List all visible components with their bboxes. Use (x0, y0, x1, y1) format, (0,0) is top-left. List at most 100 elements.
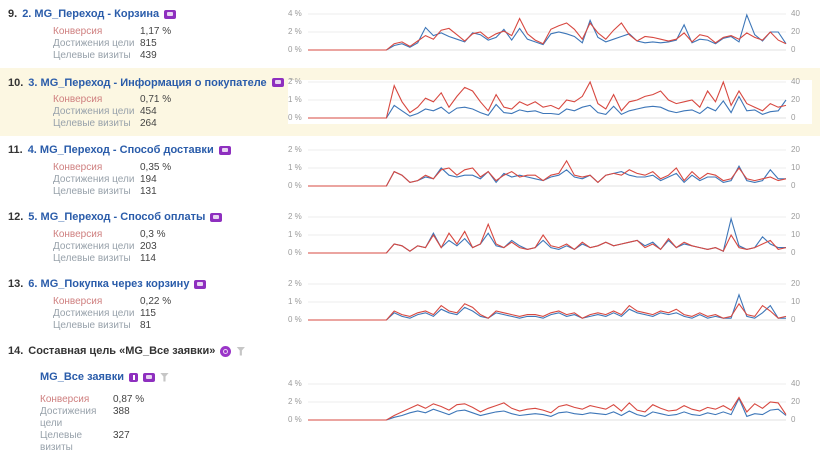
y-axis-left-tick: 0 % (288, 315, 302, 324)
y-axis-right-tick: 20 (791, 397, 800, 406)
goal-number: 12. (8, 211, 24, 223)
y-axis-left-tick: 0 % (288, 113, 302, 122)
sparkline-plot (308, 383, 787, 421)
goal-step-icon (128, 372, 138, 382)
stat-value-reaches: 388 (113, 406, 130, 417)
subgoal-title-link[interactable]: MG_Все заявки (40, 371, 124, 383)
goal-title-link[interactable]: 4. MG_Переход - Способ доставки (27, 144, 214, 156)
sparkline-plot (308, 216, 787, 254)
stat-label-visits: Целевые визиты (53, 118, 131, 129)
stat-label-reaches: Достижения цели (40, 406, 97, 429)
goal-title-line: 10. 3. MG_Переход - Информация о покупате… (8, 76, 298, 90)
sparkline-plot (308, 283, 787, 321)
stat-value-reaches: 815 (140, 38, 157, 49)
y-axis-right-tick: 10 (791, 163, 800, 172)
goal-type-badge-icon (210, 212, 223, 222)
stat-value-visits: 81 (140, 320, 152, 331)
stat-label-conversion: Конверсия (53, 229, 103, 240)
red-series-line (308, 159, 787, 187)
stat-line: Конверсия 0,71 % (53, 94, 171, 106)
y-axis-left-tick: 1 % (288, 297, 302, 306)
goal-row: 10. 3. MG_Переход - Информация о покупате… (0, 68, 820, 136)
y-axis-right-tick: 10 (791, 297, 800, 306)
goal-row: 14. Составная цель «MG_Все заявки» MG_Все … (0, 337, 820, 453)
stat-line: Целевые визиты 439 (53, 50, 171, 62)
goal-title-link[interactable]: 3. MG_Переход - Информация о покупателе (28, 76, 267, 89)
goal-type-badge-icon (142, 372, 155, 382)
stat-line: Достижения цели 203 (53, 241, 166, 253)
stat-line: Целевые визиты 131 (53, 186, 171, 198)
y-axis-left-tick: 4 % (288, 9, 302, 18)
stat-value-conversion: 0,71 % (140, 94, 172, 105)
stat-value-reaches: 454 (140, 106, 157, 117)
goal-number: 11. (8, 144, 23, 156)
y-axis-left-tick: 0 % (288, 415, 302, 424)
y-axis-right-tick: 20 (791, 95, 800, 104)
goal-sparkline-chart: 2 % 1 % 0 % 20 10 0 (288, 146, 812, 192)
stat-value-conversion: 0,35 % (140, 162, 172, 173)
stat-line: Достижения цели 454 (53, 106, 171, 118)
goals-report-list: 9. 2. MG_Переход - Корзина Конверсия 1,17 %… (0, 8, 820, 453)
stat-value-conversion: 0,87 % (113, 394, 145, 405)
stat-line: Конверсия 0,3 % (53, 229, 166, 241)
goal-type-badge-icon (218, 145, 231, 155)
stat-value-conversion: 0,3 % (140, 229, 166, 240)
goal-sparkline-chart: 4 % 2 % 0 % 40 20 0 (288, 379, 812, 426)
y-axis-left-tick: 4 % (288, 379, 302, 388)
segment-filter-icon[interactable] (159, 372, 169, 382)
stat-label-conversion: Конверсия (53, 296, 103, 307)
goal-title-line: 13. 6. MG_Покупка через корзину (8, 278, 207, 290)
y-axis-left-tick: 2 % (288, 279, 302, 288)
y-axis-left-tick: 2 % (288, 77, 302, 86)
y-axis-left-tick: 2 % (288, 27, 302, 36)
y-axis-right-tick: 10 (791, 230, 800, 239)
stat-label-visits: Целевые визиты (53, 50, 131, 61)
goal-stats: Конверсия 0,35 % Достижения цели 194 Целевые… (53, 162, 171, 198)
red-series-line (308, 80, 787, 119)
goal-title-link[interactable]: 6. MG_Покупка через корзину (28, 278, 190, 290)
y-axis-left-tick: 0 % (288, 248, 302, 257)
goal-stats: Конверсия 1,17 % Достижения цели 815 Целевые… (53, 26, 171, 62)
stat-line: Достижения цели 194 (53, 174, 171, 186)
goal-title-link[interactable]: 5. MG_Переход - Способ оплаты (28, 211, 206, 223)
segment-filter-icon[interactable] (236, 346, 246, 356)
y-axis-left-tick: 1 % (288, 163, 302, 172)
y-axis-right-tick: 0 (791, 415, 796, 424)
goal-stats: Конверсия 0,22 % Достижения цели 115 Целевые… (53, 296, 171, 332)
y-axis-right-tick: 40 (791, 379, 800, 388)
stat-label-visits: Целевые визиты (53, 320, 131, 331)
stat-value-reaches: 115 (140, 308, 156, 319)
composite-goal-icon (220, 345, 232, 357)
stat-value-visits: 327 (113, 430, 130, 441)
stat-line: Целевые визиты 327 (40, 430, 144, 454)
subgoal-title-line: MG_Все заявки (40, 371, 169, 383)
stat-value-visits: 264 (140, 118, 157, 129)
stat-line: Достижения цели 115 (53, 308, 171, 320)
goal-row: 13. 6. MG_Покупка через корзину Конверсия 0… (0, 270, 820, 337)
red-series-line (308, 222, 787, 254)
y-axis-right-tick: 0 (791, 248, 796, 257)
stat-value-visits: 114 (140, 253, 156, 264)
y-axis-right-tick: 0 (791, 113, 796, 122)
y-axis-right-tick: 40 (791, 77, 800, 86)
stat-line: Конверсия 0,35 % (53, 162, 171, 174)
sparkline-plot (308, 80, 787, 119)
stat-label-conversion: Конверсия (40, 394, 90, 405)
goal-stats: Конверсия 0,3 % Достижения цели 203 Целевые … (53, 229, 166, 265)
stat-line: Целевые визиты 114 (53, 253, 166, 265)
sparkline-plot (308, 149, 787, 187)
stat-line: Целевые визиты 264 (53, 118, 171, 130)
stat-label-conversion: Конверсия (53, 26, 103, 37)
goal-title-link[interactable]: Составная цель «MG_Все заявки» (28, 345, 216, 357)
goal-stats: Конверсия 0,87 % Достижения цели 388 Целевые… (40, 394, 144, 454)
y-axis-left-tick: 0 % (288, 45, 302, 54)
goal-type-badge-icon (194, 279, 207, 289)
stat-line: Конверсия 1,17 % (53, 26, 171, 38)
stat-value-visits: 439 (140, 50, 157, 61)
y-axis-right-tick: 20 (791, 279, 800, 288)
goal-title-link[interactable]: 2. MG_Переход - Корзина (22, 8, 160, 20)
stat-label-reaches: Достижения цели (53, 308, 135, 319)
stat-label-visits: Целевые визиты (40, 430, 83, 453)
y-axis-right-tick: 40 (791, 9, 800, 18)
goal-number: 14. (8, 345, 24, 357)
